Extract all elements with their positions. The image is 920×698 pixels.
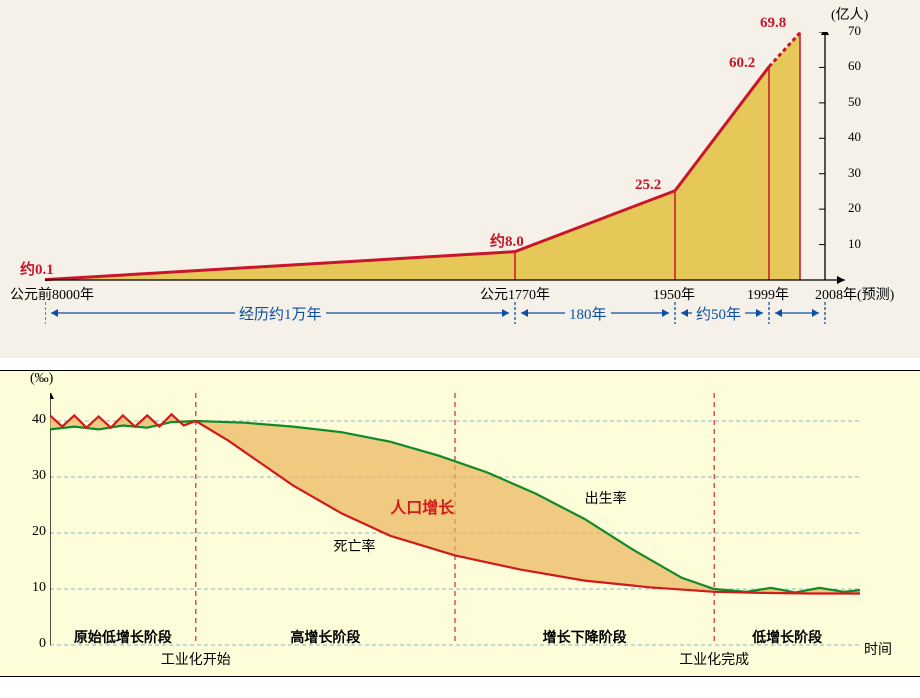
chart1-y-tick-label: 40 (831, 129, 861, 145)
chart1-plot-area (45, 32, 825, 280)
chart1-x-label: 公元前8000年 (10, 284, 94, 304)
chart2-plot-area (50, 393, 860, 645)
chart2-birth-label: 出生率 (585, 488, 627, 508)
chart2-growth-label: 人口增长 (390, 494, 454, 518)
chart1-y-tick-label: 30 (831, 165, 861, 181)
chart1-data-label: 25.2 (635, 177, 661, 194)
chart1-x-label: 1999年 (747, 284, 789, 304)
chart2-milestone-label: 工业化开始 (161, 649, 231, 669)
chart1-data-label: 约0.1 (20, 258, 54, 279)
chart2-y-unit: (‰) (30, 371, 53, 387)
chart2-phase-label: 增长下降阶段 (543, 627, 627, 647)
chart1-span-label: 180年 (565, 303, 611, 324)
chart1-x-label: 1950年 (653, 284, 695, 304)
chart1-svg (45, 32, 895, 372)
chart1-y-tick-label: 70 (831, 23, 861, 39)
chart2-y-tick-label: 0 (18, 636, 46, 652)
chart1-data-label: 60.2 (729, 55, 755, 72)
chart1-y-tick-label: 50 (831, 94, 861, 110)
chart2-phase-label: 原始低增长阶段 (74, 627, 172, 647)
chart1-x-label: 2008年(预测) (815, 284, 894, 304)
chart1-y-tick-label: 60 (831, 58, 861, 74)
chart2-phase-label: 高增长阶段 (290, 627, 360, 647)
chart2-milestone-label: 工业化完成 (679, 649, 749, 669)
chart2-x-unit: 时间 (864, 639, 892, 659)
chart1-y-tick-label: 20 (831, 200, 861, 216)
population-history-chart: (亿人) 10 20 30 40 50 60 70 约0.1 约8.0 25.2 60.2 69.8 公元… (0, 0, 920, 358)
chart1-y-tick-label: 10 (831, 236, 861, 252)
chart2-death-label: 死亡率 (334, 536, 376, 556)
chart1-y-unit: (亿人) (831, 4, 868, 24)
chart2-y-tick-label: 40 (18, 412, 46, 428)
chart1-span-label: 约50年 (692, 303, 745, 324)
chart2-y-tick-label: 20 (18, 524, 46, 540)
chart1-data-label: 69.8 (760, 15, 786, 32)
chart1-data-label: 约8.0 (490, 230, 524, 251)
demographic-transition-chart: 0 10 20 30 40 (‰) 原始低增长阶段 高增长阶段 增长下降阶段 低增长阶段工业化开始… (0, 370, 920, 677)
chart1-span-label: 经历约1万年 (235, 303, 326, 324)
chart1-x-label: 公元1770年 (480, 284, 550, 304)
chart2-y-tick-label: 10 (18, 580, 46, 596)
chart2-phase-label: 低增长阶段 (752, 627, 822, 647)
chart2-y-tick-label: 30 (18, 468, 46, 484)
